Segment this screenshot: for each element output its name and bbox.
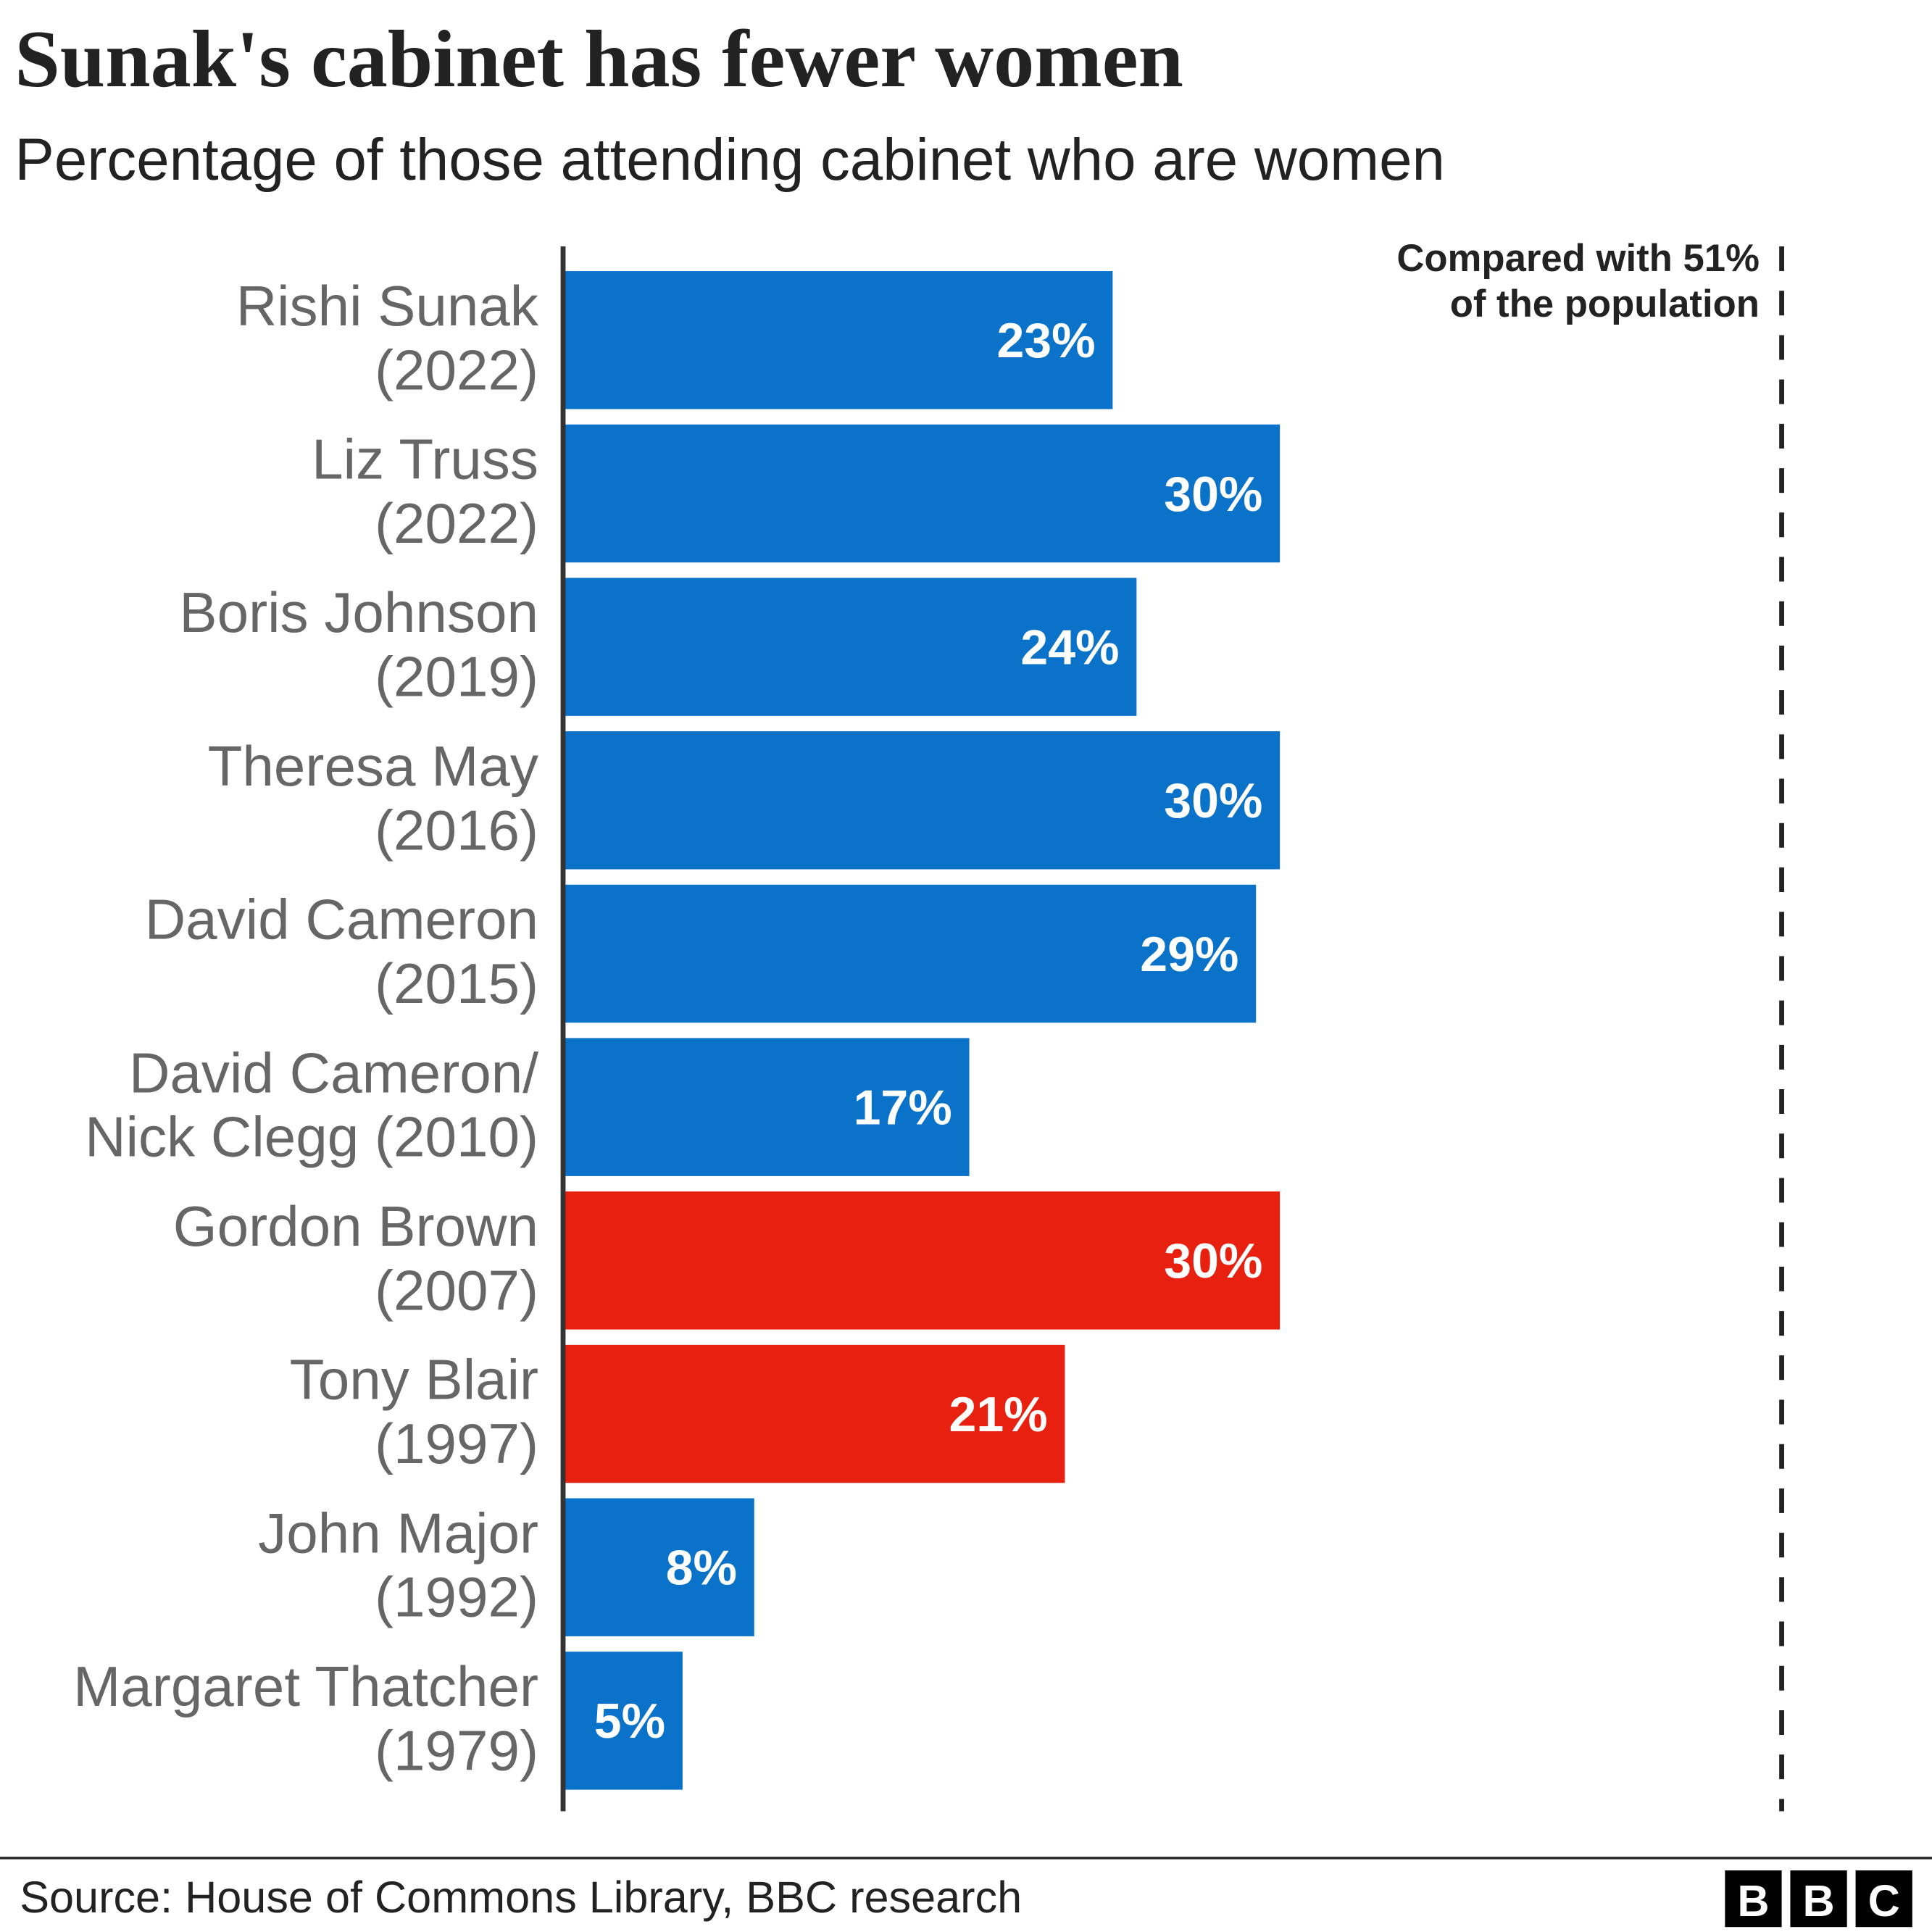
value-label: 23% <box>996 313 1095 368</box>
category-label: Rishi Sunak <box>236 274 539 338</box>
category-label: Nick Clegg (2010) <box>85 1105 538 1169</box>
category-label: Theresa May <box>208 734 538 798</box>
bar <box>563 578 1137 716</box>
value-label: 8% <box>666 1541 737 1596</box>
category-label: (1992) <box>375 1565 538 1629</box>
logo-letter: B <box>1737 1876 1769 1925</box>
bar <box>563 731 1281 870</box>
bar <box>563 271 1113 409</box>
logo-letter: B <box>1802 1876 1834 1925</box>
value-label: 5% <box>594 1694 665 1749</box>
value-label: 30% <box>1164 773 1262 828</box>
bar <box>563 1652 683 1790</box>
category-label: Gordon Brown <box>173 1194 538 1258</box>
bar <box>563 1344 1065 1483</box>
category-label: Boris Johnson <box>179 580 538 644</box>
bar <box>563 1498 754 1636</box>
value-label: 21% <box>949 1387 1048 1442</box>
category-label: David Cameron/ <box>129 1041 538 1104</box>
category-label: (2016) <box>375 798 538 862</box>
chart-subtitle: Percentage of those attending cabinet wh… <box>14 127 1445 193</box>
category-label: (2015) <box>375 952 538 1015</box>
category-label: (1997) <box>375 1412 538 1475</box>
value-label: 17% <box>854 1080 952 1135</box>
value-label: 24% <box>1020 620 1119 675</box>
category-label: (2022) <box>375 491 538 555</box>
value-label: 29% <box>1140 927 1238 982</box>
bar <box>563 1038 970 1176</box>
category-label: Margaret Thatcher <box>73 1654 538 1718</box>
value-label: 30% <box>1164 467 1262 522</box>
category-label: (1979) <box>375 1718 538 1782</box>
category-label: David Cameron <box>145 888 538 952</box>
reference-label: of the population <box>1450 283 1760 325</box>
bar <box>563 424 1281 563</box>
category-label: Liz Truss <box>312 428 538 491</box>
bar <box>563 884 1257 1023</box>
category-label: John Major <box>258 1501 538 1565</box>
value-label: 30% <box>1164 1233 1262 1288</box>
category-label: (2007) <box>375 1258 538 1322</box>
logo-block <box>1855 1870 1912 1928</box>
logo-block <box>1790 1870 1847 1928</box>
logo-block <box>1725 1870 1782 1928</box>
bar <box>563 1191 1281 1330</box>
reference-label: Compared with 51% <box>1396 237 1760 280</box>
category-label: (2022) <box>375 338 538 401</box>
source: Source: House of Commons Library, BBC re… <box>20 1873 1022 1922</box>
category-label: (2019) <box>375 645 538 709</box>
chart-title: Sunak's cabinet has fewer women <box>14 14 1183 104</box>
category-label: Tony Blair <box>290 1348 538 1412</box>
logo-letter: C <box>1868 1876 1900 1925</box>
